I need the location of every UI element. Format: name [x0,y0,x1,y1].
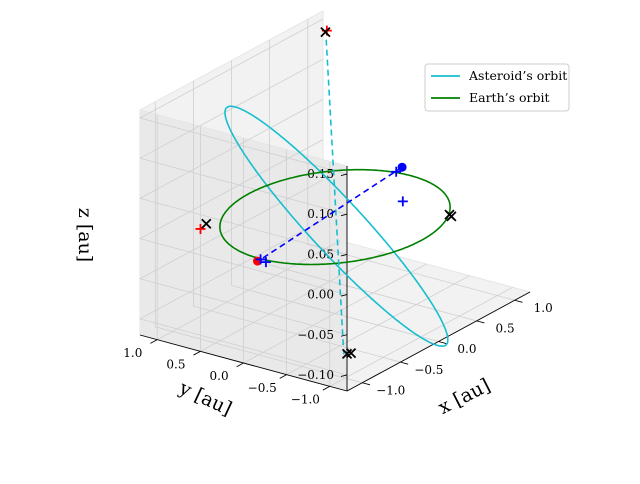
dashed-line-1 [260,166,403,260]
x-tick-mark-2 [438,341,447,345]
z-tick-mark-0 [340,374,348,377]
z-tick-label-0: −0.10 [297,368,334,382]
x-tick-mark-0 [362,382,371,386]
z-tick-mark-1 [340,334,348,337]
grid-line-x-1 [192,81,401,363]
legend-label-asteroid: Asteroid’s orbit [468,68,567,83]
x-tick-label-0: −1.0 [376,383,405,397]
marker-cross-13 [345,347,357,359]
x-tick-label-4: 1.0 [534,301,553,315]
x-tick-label-3: 0.5 [496,322,515,336]
y-tick-label-0: −1.0 [291,393,320,407]
marker-plus-3 [195,223,206,234]
x-axis-label: x [au] [435,374,494,419]
y-tick-mark-1 [279,374,287,379]
series-line-0 [224,105,449,347]
x-tick-mark-3 [476,320,485,324]
legend-label-earth: Earth’s orbit [469,90,550,105]
legend-box [424,63,570,112]
grid-line-z-5 [138,18,348,175]
z-axis-label: z [au] [74,208,96,262]
z-tick-mark-2 [340,294,348,297]
x-tick-mark-4 [514,299,523,303]
grid-line-x-3 [269,39,477,322]
z-tick-label-2: 0.00 [307,288,334,302]
tick-labels: −1.0 −0.5 0.0 0.5 1.0 −1.0 −0.5 0.0 0.5 1.0 −0.10 −… [123,167,552,406]
z-tick-mark-3 [340,253,348,257]
x-tick-mark-1 [400,361,409,365]
grid-line-z-3 [138,99,348,255]
marker-plus-4 [391,166,402,177]
z-tick-label-4: 0.10 [307,207,334,221]
grid-line-z-1 [138,179,348,336]
marker-plus-5 [397,196,408,207]
z-tick-label-1: −0.05 [297,328,334,342]
marker-cross-8 [320,26,331,38]
data-markers [195,25,457,360]
dashed-line-0 [325,39,345,355]
grid-line-z-0 [138,219,348,376]
grid-line-x-2 [231,60,439,342]
z-tick-mark-5 [340,173,348,176]
grid-line-z-2 [138,139,348,295]
y-tick-mark-0 [322,385,330,391]
grid-line-x-4 [307,19,515,301]
grid-line-z-4 [138,58,348,215]
x-tick-label-1: −0.5 [414,363,443,377]
legend: Asteroid’s orbit Earth’s orbit [424,63,570,112]
z-tick-mark-4 [340,213,348,217]
marker-cross-11 [444,209,455,220]
marker-dot-0 [397,162,407,172]
grid-line-x-0 [154,101,363,384]
y-tick-label-1: −0.5 [248,381,277,395]
y-tick-mark-3 [193,350,201,356]
y-tick-mark-2 [236,362,244,368]
marker-plus-6 [255,254,266,265]
z-tick-label-3: 0.05 [307,247,334,261]
marker-cross-9 [201,218,212,229]
marker-plus-7 [260,257,271,268]
y-tick-mark-4 [150,339,158,344]
y-tick-label-3: 0.5 [166,358,185,372]
x-tick-label-2: 0.0 [457,342,476,356]
y-tick-label-2: 0.0 [210,369,229,383]
y-tick-label-4: 1.0 [123,346,142,360]
